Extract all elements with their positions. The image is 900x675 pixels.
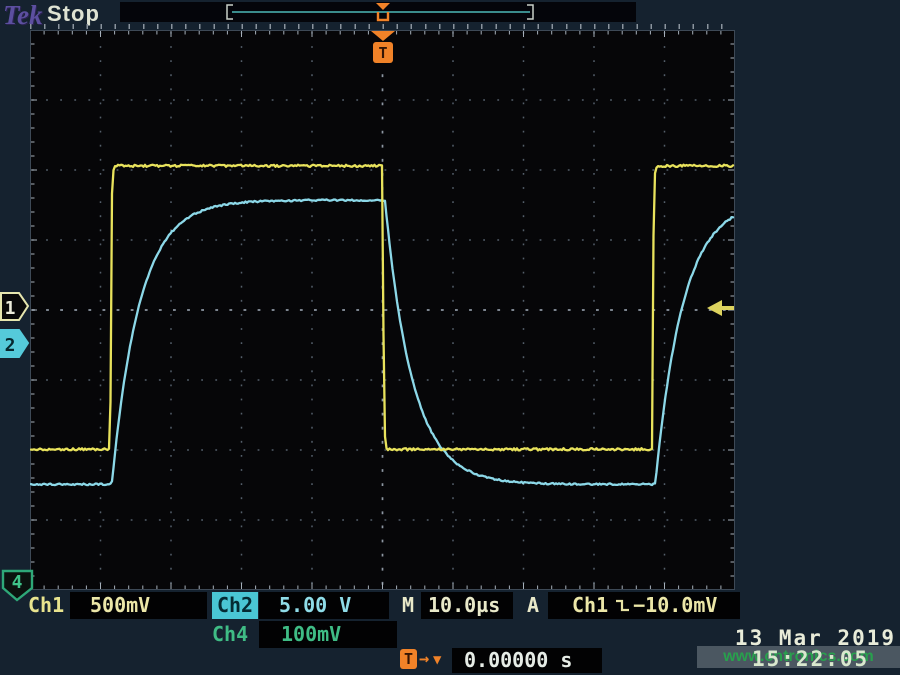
trigger-slope-triangle-icon: ▼ — [433, 652, 442, 668]
trigger-position-box: 0.00000 s — [452, 648, 602, 673]
watermark: www.cntronics.com — [697, 646, 900, 668]
ch2-scale-value: 5.00 V — [279, 593, 352, 617]
record-view-graphic — [226, 3, 534, 22]
timebase-box: 10.0µs — [421, 592, 513, 619]
record-right-bracket-icon — [527, 4, 534, 20]
graticule — [29, 29, 736, 591]
ch2-marker-digit: 2 — [5, 335, 16, 356]
trigger-marker-letter: T — [378, 44, 387, 62]
top-minor-ticks — [30, 24, 735, 29]
trigger-position-value: 0.00000 s — [464, 648, 573, 672]
ch2-label-selected: Ch2 — [212, 592, 258, 619]
timebase-value: 10.0µs — [428, 593, 501, 617]
ch4-scale-box: 100mV — [259, 621, 397, 648]
waveform-display — [29, 29, 736, 591]
ch4-ground-marker: 4 — [1, 569, 34, 602]
ch1-scale-value: 500mV — [90, 593, 151, 617]
ch1-ground-marker: 1 — [0, 292, 30, 321]
falling-edge-icon — [616, 599, 630, 612]
trigger-arrow-icon: → — [419, 649, 430, 669]
timebase-label: M — [402, 593, 415, 617]
time-label: 15:22:05 — [752, 647, 870, 671]
acquisition-status: Stop — [47, 1, 100, 26]
ch2-ground-marker: 2 — [0, 329, 30, 358]
record-view-bar — [120, 2, 636, 22]
trigger-level-value: −10.0mV — [633, 593, 718, 617]
record-left-bracket-icon — [226, 4, 233, 20]
watermark-text: www.cntronics.com — [723, 648, 874, 665]
ch1-marker-digit: 1 — [5, 298, 16, 319]
date-label: 13 Mar 2019 — [734, 626, 896, 650]
trigger-source: Ch1 — [572, 593, 609, 617]
record-trigger-position-icon — [376, 3, 390, 22]
trigger-mode-label: A — [527, 593, 540, 617]
trigger-position-marker: T — [371, 31, 395, 63]
ch4-label: Ch4 — [212, 622, 249, 646]
trigger-t-icon: T — [400, 649, 417, 669]
ch1-scale-box: 500mV — [70, 592, 207, 619]
trigger-chevron-icon — [371, 31, 395, 41]
ch4-scale-value: 100mV — [281, 622, 342, 646]
trigger-level-arrow-icon — [707, 300, 734, 316]
ch2-scale-box: 5.00 V — [259, 592, 389, 619]
ch4-marker-digit: 4 — [12, 572, 23, 593]
trigger-readout-box: Ch1 −10.0mV — [548, 592, 740, 619]
ch1-label: Ch1 — [28, 593, 65, 617]
